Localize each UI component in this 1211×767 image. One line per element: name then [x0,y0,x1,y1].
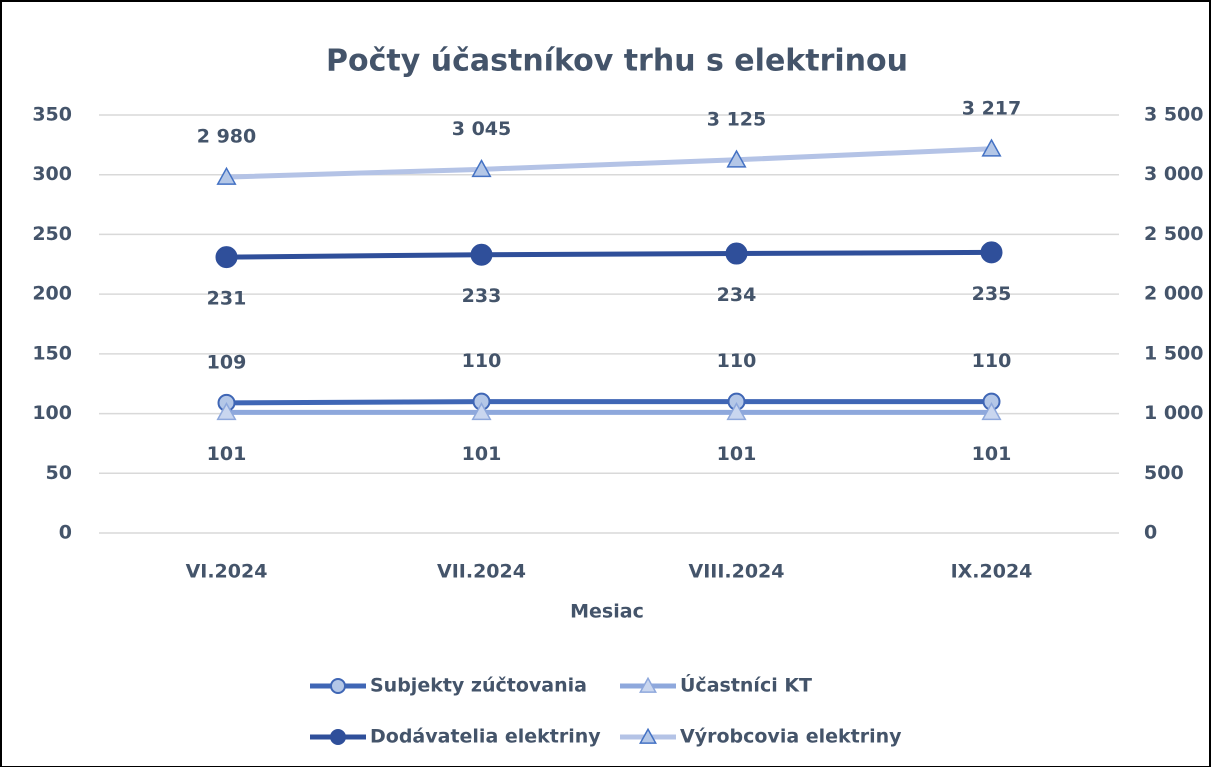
data-label: 110 [717,350,757,372]
data-label: 110 [972,350,1012,372]
marker [981,402,1002,421]
marker [471,158,492,178]
y-tick-label: 250 [32,223,72,245]
y2-tick-label: 2 000 [1144,283,1204,305]
data-label: 101 [462,443,502,465]
y-tick-label: 150 [32,342,72,364]
x-tick-label: IX.2024 [951,561,1033,583]
marker [726,402,747,421]
data-label: 101 [207,443,247,465]
marker [639,676,657,693]
y2-tick-label: 1 000 [1144,402,1204,424]
y2-tick-label: 3 000 [1144,163,1204,185]
marker [330,729,346,745]
series-line [226,146,992,180]
y-tick-label: 50 [46,462,72,484]
marker [980,241,1003,264]
y-tick-label: 300 [32,163,72,185]
x-axis-label: Mesiac [570,601,644,623]
marker [470,243,493,266]
data-label: 235 [972,283,1012,305]
y-tick-label: 200 [32,283,72,305]
marker [216,402,237,421]
y-tick-label: 0 [59,522,72,544]
data-label: 101 [972,443,1012,465]
x-tick-label: VI.2024 [186,561,268,583]
y2-tick-label: 500 [1144,462,1184,484]
data-label: 2 980 [197,126,257,148]
data-label: 109 [207,351,247,373]
series-line [226,399,992,406]
data-label: 231 [207,288,247,310]
y2-tick-label: 2 500 [1144,223,1204,245]
y2-tick-label: 1 500 [1144,342,1204,364]
series-line [226,249,992,260]
data-label: 101 [717,443,757,465]
y2-tick-label: 3 500 [1144,104,1204,126]
y-tick-label: 350 [32,104,72,126]
marker [639,727,657,744]
data-label: 3 125 [707,108,767,130]
marker [330,678,346,694]
data-label: 234 [717,284,757,306]
legend-label: Dodávatelia elektriny [370,726,601,748]
data-label: 3 045 [452,118,512,140]
marker [981,138,1002,157]
legend-label: Subjekty zúčtovania [370,675,587,697]
marker [216,166,237,185]
marker [215,246,238,269]
data-label: 233 [462,285,502,307]
y-tick-label: 100 [32,402,72,424]
legend-label: Účastníci KT [680,673,812,697]
data-label: 110 [462,350,502,372]
x-tick-label: VII.2024 [437,561,526,583]
legend: Subjekty zúčtovania Účastníci KT Dodávatel… [310,673,902,748]
data-label: 3 217 [962,97,1022,119]
x-tick-label: VIII.2024 [688,561,784,583]
marker [471,402,492,421]
y2-tick-label: 0 [1144,522,1157,544]
chart-title: Počty účastníkov trhu s elektrinou [326,44,908,79]
legend-label: Výrobcovia elektriny [680,726,902,748]
marker [726,149,747,168]
marker [725,242,748,265]
